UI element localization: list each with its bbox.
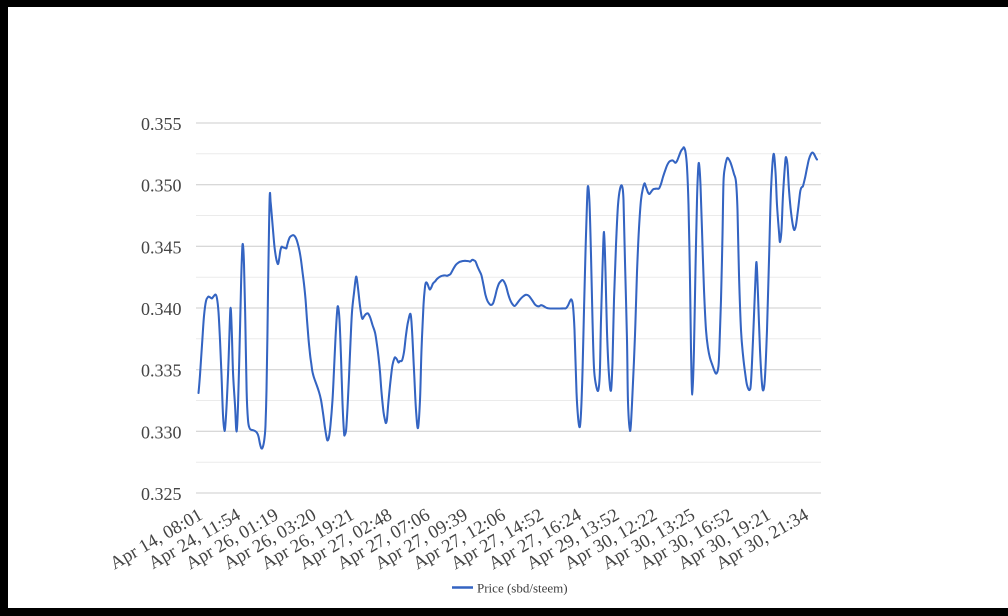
svg-text:0.330: 0.330 xyxy=(141,422,182,442)
svg-text:Price (sbd/steem): Price (sbd/steem) xyxy=(477,581,568,596)
svg-text:0.355: 0.355 xyxy=(141,114,182,134)
svg-text:0.345: 0.345 xyxy=(141,237,182,257)
svg-text:0.335: 0.335 xyxy=(141,361,182,381)
svg-text:0.325: 0.325 xyxy=(141,484,182,504)
svg-text:0.340: 0.340 xyxy=(141,299,182,319)
svg-text:0.350: 0.350 xyxy=(141,176,182,196)
